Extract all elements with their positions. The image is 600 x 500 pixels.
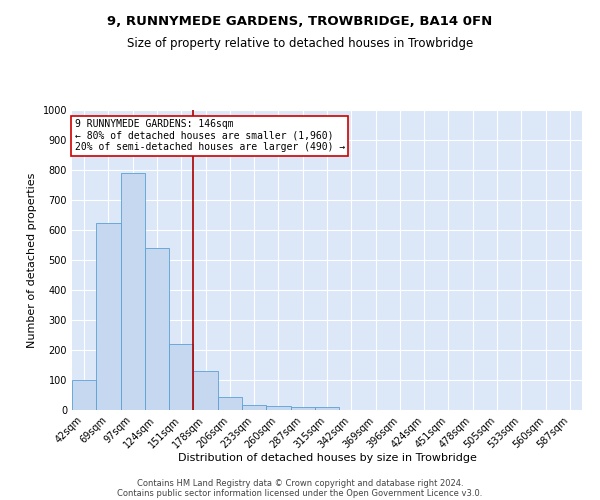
Bar — [169, 344, 193, 410]
Text: Size of property relative to detached houses in Trowbridge: Size of property relative to detached ho… — [127, 38, 473, 51]
Bar — [121, 173, 145, 410]
Text: 9, RUNNYMEDE GARDENS, TROWBRIDGE, BA14 0FN: 9, RUNNYMEDE GARDENS, TROWBRIDGE, BA14 0… — [107, 15, 493, 28]
Bar — [145, 248, 169, 410]
Bar — [266, 406, 290, 410]
Bar — [290, 407, 315, 410]
Bar — [315, 407, 339, 410]
Bar — [72, 380, 96, 410]
Text: Contains public sector information licensed under the Open Government Licence v3: Contains public sector information licen… — [118, 488, 482, 498]
Y-axis label: Number of detached properties: Number of detached properties — [27, 172, 37, 348]
Text: 9 RUNNYMEDE GARDENS: 146sqm
← 80% of detached houses are smaller (1,960)
20% of : 9 RUNNYMEDE GARDENS: 146sqm ← 80% of det… — [74, 119, 345, 152]
Text: Contains HM Land Registry data © Crown copyright and database right 2024.: Contains HM Land Registry data © Crown c… — [137, 478, 463, 488]
X-axis label: Distribution of detached houses by size in Trowbridge: Distribution of detached houses by size … — [178, 452, 476, 462]
Bar — [193, 371, 218, 410]
Bar — [242, 405, 266, 410]
Bar — [96, 222, 121, 410]
Bar — [218, 398, 242, 410]
